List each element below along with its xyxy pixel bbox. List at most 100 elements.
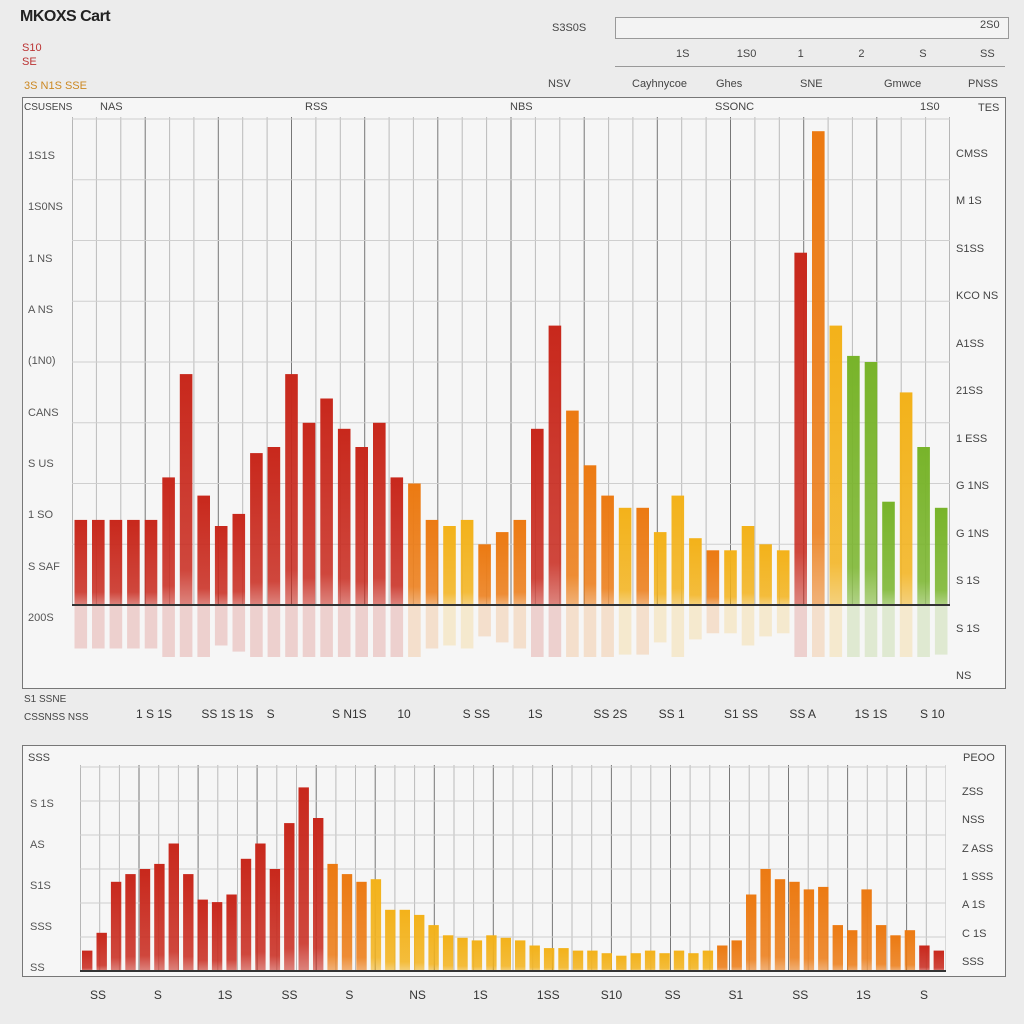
header-mid-label: 1S — [676, 48, 690, 60]
bar — [630, 953, 641, 971]
bar — [442, 935, 454, 971]
bar-reflection — [759, 606, 772, 637]
y-tick-label: A NS — [28, 304, 54, 316]
x-tick-label: S 10 — [920, 707, 945, 721]
bar-reflection — [934, 606, 948, 655]
x-tick-label: S — [345, 988, 354, 1002]
bar — [302, 422, 316, 606]
bar — [587, 950, 598, 971]
top-box-left-label: S3S0S — [552, 22, 587, 34]
bar-reflection — [127, 606, 140, 649]
x-tick-label: 1S — [528, 707, 543, 721]
y-tick-label: G 1NS — [956, 480, 990, 493]
bar-reflection — [513, 606, 527, 649]
x-tick-label: S — [266, 707, 275, 721]
bar-chart-top — [72, 117, 950, 657]
bar-reflection — [460, 606, 474, 649]
bar-reflection — [495, 606, 509, 643]
bar-reflection — [355, 606, 368, 657]
bar-reflection — [109, 606, 123, 649]
bar — [125, 874, 136, 971]
bar — [933, 950, 944, 971]
bar-reflection — [812, 606, 825, 657]
bar-reflection — [689, 606, 702, 640]
x-tick-label: SS 2S — [593, 707, 628, 721]
bar — [724, 550, 737, 605]
y-tick-label: A 1S — [962, 899, 986, 912]
bar-reflection — [829, 606, 843, 657]
y-tick-label: S 1S — [956, 575, 980, 588]
bar — [168, 843, 179, 971]
y-tick-label: AS — [30, 839, 45, 851]
panel1-top-label: NAS — [100, 101, 123, 113]
bar — [495, 532, 509, 605]
x-tick-label: S SS — [462, 707, 491, 721]
bar — [139, 869, 151, 971]
bar-reflection — [197, 606, 210, 657]
bar — [109, 519, 123, 605]
bar-reflection — [794, 606, 807, 657]
bar — [601, 953, 612, 971]
bar — [618, 507, 632, 605]
bar — [659, 953, 670, 971]
bar — [320, 398, 333, 605]
bar — [313, 818, 324, 971]
bar — [636, 507, 649, 605]
bar-reflection — [92, 606, 105, 649]
y-tick-label: SSS — [30, 921, 53, 933]
bar — [370, 879, 382, 971]
bar — [847, 930, 858, 971]
y-tick-label: ZSS — [962, 786, 984, 798]
bar — [154, 863, 165, 971]
y-tick-label: 21SS — [956, 385, 983, 398]
panel1-top-label: RSS — [305, 101, 328, 113]
x-tick-label: SS A — [789, 707, 817, 721]
x-tick-label: SS 1S 1S — [201, 707, 254, 721]
bar-reflection — [74, 606, 88, 649]
panel2-corner-label: SSS — [28, 752, 51, 764]
bar-reflection — [144, 606, 158, 649]
bar-reflection — [583, 606, 597, 657]
panel1-bottom-label-b: CSSNSS NSS — [24, 712, 89, 723]
bar-reflection — [285, 606, 298, 657]
y-tick-label: 200S — [28, 612, 54, 624]
y-tick-label: NSS — [962, 814, 985, 827]
bar — [226, 894, 237, 971]
bar — [653, 532, 667, 605]
panel2-right-header: PEOO — [963, 752, 995, 764]
y-tick-label: SSS — [962, 956, 985, 968]
bar — [812, 131, 825, 605]
bar — [356, 881, 367, 972]
x-tick-label: SS 1 — [658, 707, 685, 721]
bar — [882, 501, 895, 605]
y-tick-label: CANS — [28, 406, 59, 419]
y-tick-label: 1 ESS — [956, 432, 988, 445]
header-mid-label: S — [919, 48, 927, 60]
bar — [558, 948, 569, 971]
bar — [267, 447, 281, 605]
bar — [531, 428, 544, 605]
bar — [917, 447, 930, 605]
bar — [144, 519, 158, 605]
y-tick-label: S US — [28, 458, 54, 470]
bar — [500, 937, 511, 971]
bar — [572, 950, 584, 971]
bar — [671, 495, 685, 605]
bar — [689, 538, 702, 605]
bar — [197, 495, 210, 605]
bar-reflection — [741, 606, 755, 646]
y-tick-label: S 1S — [30, 798, 54, 810]
bar-reflection — [724, 606, 737, 634]
bar-reflection — [162, 606, 175, 657]
bar-reflection — [302, 606, 316, 657]
bar — [899, 392, 913, 605]
bar — [250, 453, 263, 605]
bar — [803, 889, 815, 971]
bar-reflection — [706, 606, 720, 634]
x-tick-label: NS — [409, 988, 426, 1002]
bar — [731, 940, 742, 971]
x-tick-label: SS — [792, 988, 809, 1002]
bar-reflection — [179, 606, 193, 657]
bar — [529, 945, 540, 971]
bar-reflection — [864, 606, 878, 657]
